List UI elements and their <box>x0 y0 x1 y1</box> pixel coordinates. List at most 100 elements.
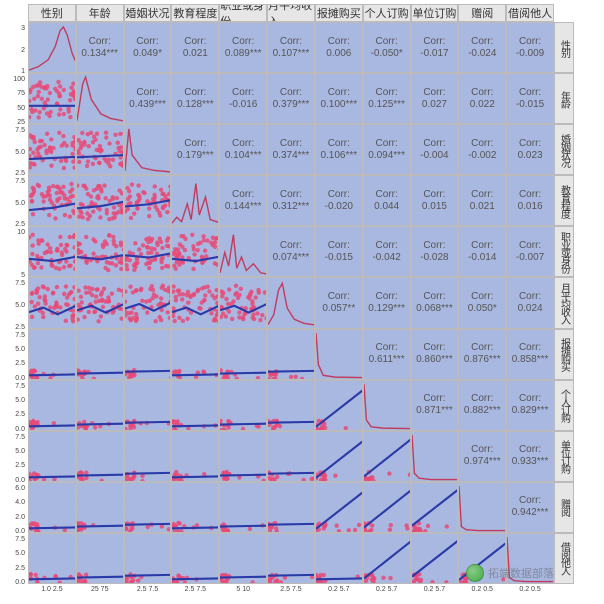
corr-value: 0.044 <box>374 201 399 213</box>
corr-1-9: Corr:0.022 <box>458 73 506 124</box>
corr-4-6: Corr:-0.015 <box>315 226 363 277</box>
corr-value: 0.049* <box>133 48 162 60</box>
ytick-10-0: 0.0 <box>0 579 25 586</box>
corr-label: Corr: <box>328 291 350 303</box>
corr-value: -0.015 <box>516 99 544 111</box>
scatter-10-2 <box>124 533 172 584</box>
corr-label: Corr: <box>519 444 541 456</box>
corr-0-5: Corr:0.107*** <box>267 22 315 73</box>
scatter-10-5 <box>267 533 315 584</box>
scatter-3-0 <box>28 175 76 226</box>
corr-label: Corr: <box>519 291 541 303</box>
corr-label: Corr: <box>232 189 254 201</box>
corr-label: Corr: <box>280 36 302 48</box>
corr-label: Corr: <box>519 138 541 150</box>
row-header-2: 婚姻状况 <box>554 124 574 175</box>
watermark-logo-icon <box>466 564 484 582</box>
row-header-4: 职业或身份 <box>554 226 574 277</box>
scatter-8-5 <box>267 431 315 482</box>
corr-value: 0.129*** <box>368 303 405 315</box>
ytick-1-3: 100 <box>0 76 25 83</box>
scatter-10-0 <box>28 533 76 584</box>
ytick-0-2: 3 <box>0 25 25 32</box>
corr-value: 0.974*** <box>464 456 501 468</box>
corr-label: Corr: <box>471 291 493 303</box>
corr-value: 0.016 <box>518 201 543 213</box>
diag-1 <box>76 73 124 124</box>
row-header-10: 借阅他人 <box>554 533 574 584</box>
col-header-3: 教育程度 <box>171 4 219 22</box>
xtick-7: 0.2 5.7 <box>363 586 411 593</box>
corr-0-7: Corr:-0.050* <box>363 22 411 73</box>
scatter-7-5 <box>267 380 315 431</box>
ytick-7-0: 0.0 <box>0 426 25 433</box>
scatter-4-0 <box>28 226 76 277</box>
ytick-6-3: 7.5 <box>0 332 25 339</box>
xtick-3: 2.5 7.5 <box>171 586 219 593</box>
corr-label: Corr: <box>376 87 398 99</box>
ytick-4-0: 5 <box>0 272 25 279</box>
scatter-10-1 <box>76 533 124 584</box>
scatter-8-0 <box>28 431 76 482</box>
scatter-7-4 <box>219 380 267 431</box>
row-header-0: 性别 <box>554 22 574 73</box>
corr-1-4: Corr:-0.016 <box>219 73 267 124</box>
ytick-7-3: 7.5 <box>0 383 25 390</box>
corr-label: Corr: <box>471 87 493 99</box>
corr-label: Corr: <box>471 240 493 252</box>
corr-6-7: Corr:0.611*** <box>363 329 411 380</box>
ytick-6-1: 2.5 <box>0 360 25 367</box>
corr-9-10: Corr:0.942*** <box>506 482 554 533</box>
xtick-2: 2.5 7.5 <box>124 586 172 593</box>
scatter-7-2 <box>124 380 172 431</box>
row-header-6: 报摊购买 <box>554 329 574 380</box>
corr-1-10: Corr:-0.015 <box>506 73 554 124</box>
corr-label: Corr: <box>280 138 302 150</box>
ytick-6-2: 5.0 <box>0 346 25 353</box>
scatter-6-5 <box>267 329 315 380</box>
ytick-6-0: 0.0 <box>0 375 25 382</box>
xtick-8: 0.2 5.7 <box>411 586 459 593</box>
corr-value: 0.871*** <box>416 405 453 417</box>
scatter-6-2 <box>124 329 172 380</box>
scatter-8-4 <box>219 431 267 482</box>
corr-label: Corr: <box>280 240 302 252</box>
corr-7-8: Corr:0.871*** <box>411 380 459 431</box>
corr-value: 0.021 <box>183 48 208 60</box>
corr-label: Corr: <box>519 342 541 354</box>
corr-label: Corr: <box>423 87 445 99</box>
ytick-9-2: 4.0 <box>0 499 25 506</box>
ytick-2-2: 7.5 <box>0 127 25 134</box>
ytick-1-0: 25 <box>0 119 25 126</box>
corr-label: Corr: <box>232 36 254 48</box>
col-header-2: 婚姻状况 <box>124 4 172 22</box>
col-header-4: 职业或身份 <box>219 4 267 22</box>
corr-3-9: Corr:0.021 <box>458 175 506 226</box>
corr-label: Corr: <box>471 444 493 456</box>
scatter-9-3 <box>171 482 219 533</box>
corr-label: Corr: <box>376 291 398 303</box>
corr-value: 0.107*** <box>273 48 310 60</box>
col-header-1: 年龄 <box>76 4 124 22</box>
row-header-9: 赠阅 <box>554 482 574 533</box>
corr-label: Corr: <box>328 189 350 201</box>
xtick-5: 2.5 7.5 <box>267 586 315 593</box>
corr-value: -0.042 <box>372 252 400 264</box>
corr-value: -0.009 <box>516 48 544 60</box>
corr-label: Corr: <box>89 36 111 48</box>
corr-7-9: Corr:0.882*** <box>458 380 506 431</box>
row-header-3: 教育程度 <box>554 175 574 226</box>
corr-value: 0.089*** <box>225 48 262 60</box>
ytick-4-1: 10 <box>0 229 25 236</box>
corr-2-9: Corr:-0.002 <box>458 124 506 175</box>
ytick-8-2: 5.0 <box>0 448 25 455</box>
corr-2-10: Corr:0.023 <box>506 124 554 175</box>
ytick-9-3: 6.0 <box>0 485 25 492</box>
scatter-7-0 <box>28 380 76 431</box>
scatter-6-0 <box>28 329 76 380</box>
diag-3 <box>171 175 219 226</box>
corr-4-5: Corr:0.074*** <box>267 226 315 277</box>
corr-value: 0.094*** <box>368 150 405 162</box>
ytick-10-2: 5.0 <box>0 550 25 557</box>
ytick-8-3: 7.5 <box>0 434 25 441</box>
